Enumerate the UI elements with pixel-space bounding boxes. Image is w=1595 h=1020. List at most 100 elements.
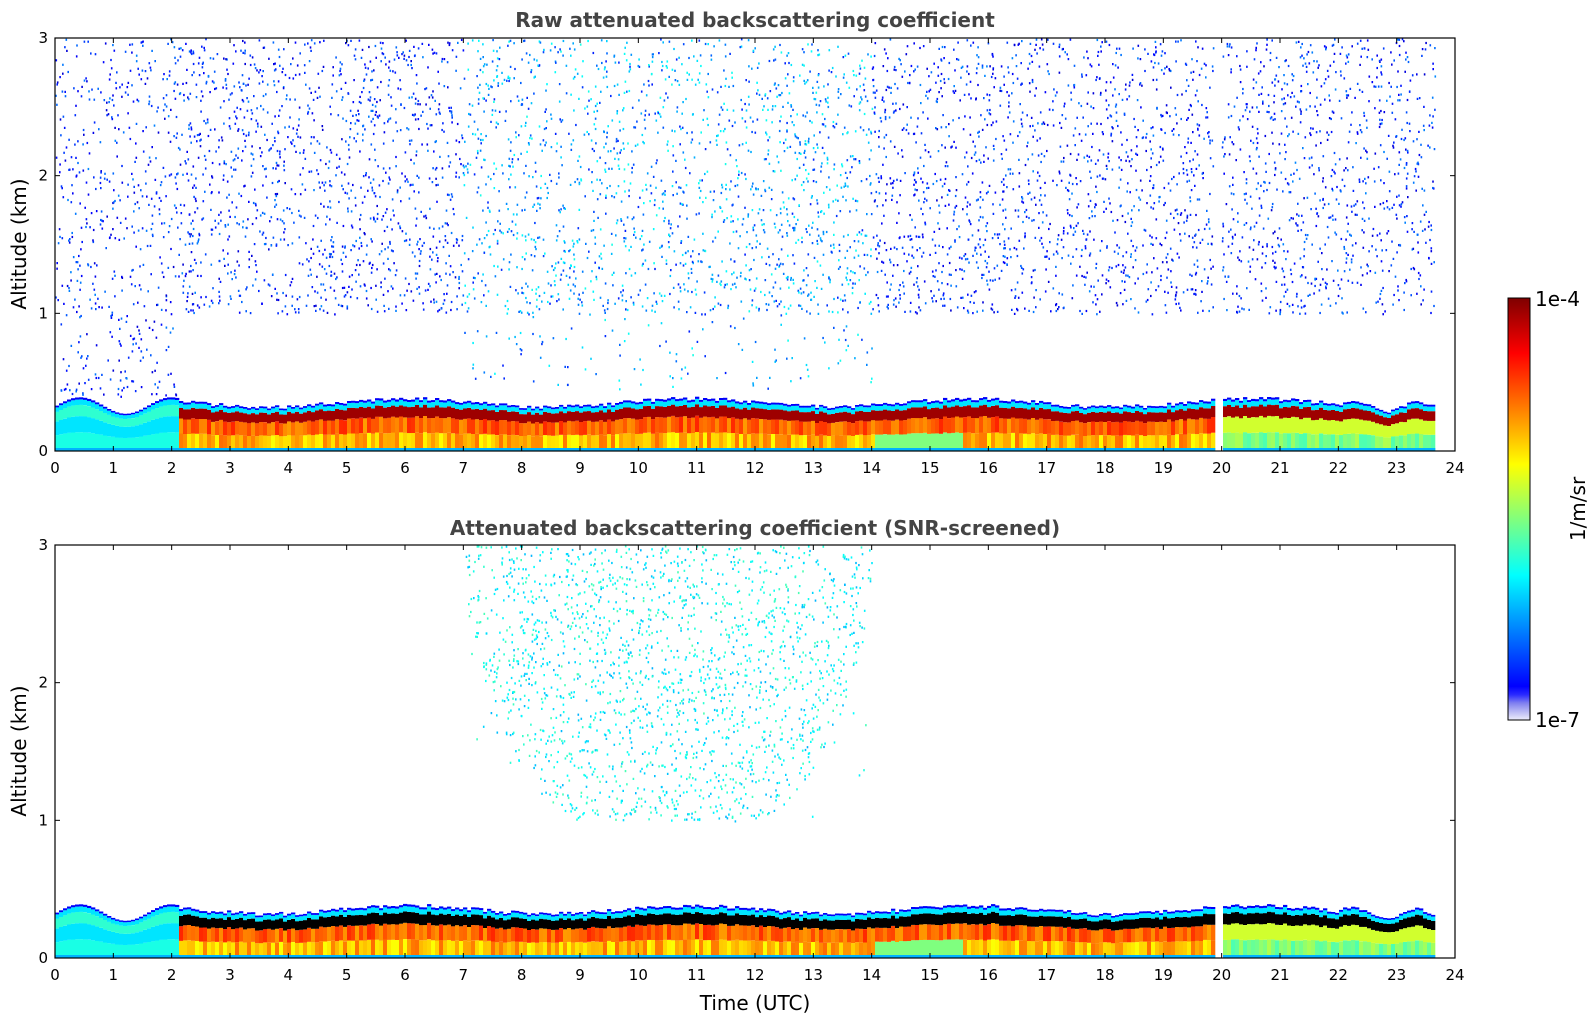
heatmap-cell [1375, 436, 1380, 451]
heatmap-cell [383, 400, 388, 403]
heatmap-cell [590, 229, 593, 232]
heatmap-cell [268, 149, 270, 152]
heatmap-cell [495, 405, 500, 408]
heatmap-cell [486, 63, 488, 66]
heatmap-cell [721, 260, 723, 263]
heatmap-cell [237, 129, 239, 132]
heatmap-cell [75, 399, 80, 405]
heatmap-cell [510, 141, 512, 144]
heatmap-cell [803, 448, 808, 451]
heatmap-cell [903, 292, 905, 295]
heatmap-cell [1062, 160, 1065, 163]
heatmap-cell [1304, 304, 1306, 307]
heatmap-cell [1315, 405, 1320, 410]
heatmap-cell [883, 404, 888, 410]
heatmap-cell [942, 246, 944, 249]
heatmap-cell [859, 404, 864, 407]
heatmap-cell [1307, 399, 1312, 402]
heatmap-cell [1135, 404, 1140, 407]
heatmap-cell [951, 401, 956, 407]
heatmap-cell [1323, 405, 1328, 410]
heatmap-cell [1299, 402, 1304, 405]
heatmap-cell [867, 407, 872, 412]
heatmap-cell [883, 147, 885, 150]
heatmap-cell [1274, 261, 1276, 264]
heatmap-cell [369, 99, 371, 102]
heatmap-cell [849, 246, 851, 249]
heatmap-cell [449, 265, 452, 268]
heatmap-cell [1419, 404, 1424, 410]
heatmap-cell [1139, 407, 1144, 413]
heatmap-cell [979, 432, 984, 451]
heatmap-cell [587, 420, 592, 435]
heatmap-cell [823, 412, 828, 422]
heatmap-cell [767, 403, 772, 406]
heatmap-cell [1271, 399, 1276, 405]
heatmap-cell [1416, 97, 1419, 100]
heatmap-cell [321, 128, 324, 131]
heatmap-cell [389, 117, 392, 120]
heatmap-cell [207, 448, 212, 451]
heatmap-cell [1020, 122, 1023, 125]
heatmap-cell [863, 267, 866, 270]
heatmap-cell [348, 285, 350, 288]
heatmap-cell [617, 185, 620, 188]
heatmap-cell [978, 135, 980, 138]
heatmap-cell [1195, 419, 1200, 435]
heatmap-cell [360, 56, 363, 59]
heatmap-cell [599, 448, 604, 451]
heatmap-cell [1117, 124, 1119, 128]
heatmap-cell [615, 403, 620, 405]
heatmap-cell [327, 205, 329, 209]
heatmap-cell [698, 142, 701, 145]
heatmap-cell [734, 282, 736, 285]
heatmap-cell [256, 107, 258, 110]
heatmap-cell [279, 408, 284, 411]
heatmap-cell [991, 406, 996, 417]
heatmap-cell [1267, 93, 1270, 97]
heatmap-cell [1292, 74, 1295, 78]
heatmap-cell [887, 410, 892, 421]
heatmap-cell [1417, 241, 1419, 244]
heatmap-cell [611, 195, 613, 198]
heatmap-cell [1395, 408, 1400, 410]
heatmap-cell [835, 406, 840, 409]
heatmap-cell [798, 166, 801, 169]
heatmap-cell [283, 222, 285, 225]
heatmap-cell [82, 367, 85, 370]
heatmap-cell [107, 414, 112, 424]
heatmap-cell [786, 129, 788, 132]
heatmap-cell [434, 168, 437, 171]
heatmap-cell [555, 274, 557, 277]
heatmap-cell [862, 129, 865, 132]
heatmap-cell [876, 257, 878, 260]
heatmap-cell [459, 434, 464, 451]
heatmap-cell [923, 432, 928, 451]
heatmap-cell [271, 412, 276, 423]
heatmap-cell [431, 48, 434, 51]
heatmap-cell [547, 412, 552, 423]
heatmap-cell [807, 435, 812, 451]
heatmap-cell [1307, 433, 1312, 451]
heatmap-cell [1099, 421, 1104, 436]
heatmap-cell [227, 412, 232, 423]
heatmap-cell [1187, 84, 1190, 87]
heatmap-cell [1004, 228, 1006, 231]
heatmap-cell [1387, 426, 1392, 438]
heatmap-cell [1175, 410, 1180, 421]
heatmap-cell [759, 433, 764, 451]
heatmap-cell [523, 423, 528, 436]
heatmap-cell [359, 263, 361, 267]
heatmap-cell [1165, 111, 1168, 114]
heatmap-cell [1007, 408, 1012, 419]
heatmap-cell [1194, 234, 1196, 237]
heatmap-cell [531, 269, 534, 272]
heatmap-cell [919, 433, 924, 451]
heatmap-cell [974, 249, 976, 252]
heatmap-cell [931, 297, 933, 300]
heatmap-cell [631, 433, 636, 451]
heatmap-cell [1167, 409, 1172, 420]
heatmap-cell [941, 196, 943, 199]
heatmap-cell [1139, 198, 1142, 201]
heatmap-cell [419, 418, 424, 434]
